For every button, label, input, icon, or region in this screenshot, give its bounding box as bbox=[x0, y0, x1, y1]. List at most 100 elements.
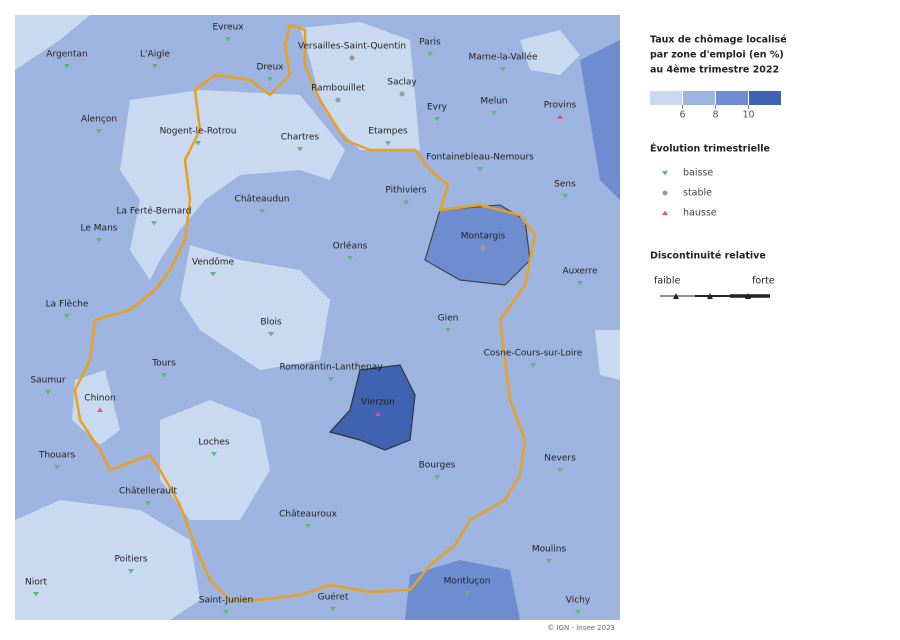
place-label: Bourges bbox=[419, 461, 456, 471]
region bbox=[300, 22, 420, 150]
legend-tick-label: 8 bbox=[712, 110, 718, 121]
trend-marker bbox=[335, 97, 341, 103]
trend-marker bbox=[145, 501, 151, 506]
place-label: Sens bbox=[554, 180, 576, 190]
trend-marker bbox=[33, 592, 39, 597]
trend-marker bbox=[259, 209, 265, 214]
trend-marker bbox=[210, 272, 216, 277]
trend-marker bbox=[662, 210, 668, 215]
trend-marker bbox=[128, 569, 134, 574]
trend-marker bbox=[375, 411, 381, 416]
place-label: Chartres bbox=[281, 133, 320, 143]
trend-marker bbox=[662, 190, 668, 196]
trend-marker bbox=[64, 64, 70, 69]
legend-label: hausse bbox=[683, 208, 717, 219]
place-label: Le Mans bbox=[81, 224, 118, 234]
place-label: La Ferté-Bernard bbox=[116, 206, 191, 217]
place-label: Melun bbox=[480, 97, 507, 107]
legend-title: au 4ème trimestre 2022 bbox=[650, 65, 779, 76]
region-boundary bbox=[73, 23, 537, 602]
place-label: Poitiers bbox=[114, 555, 147, 565]
region bbox=[180, 245, 330, 370]
legend-tick-label: 10 bbox=[742, 110, 754, 121]
region bbox=[15, 500, 200, 620]
trend-marker bbox=[223, 610, 229, 615]
discontinuity-arrow bbox=[745, 293, 751, 299]
trend-marker bbox=[557, 114, 563, 119]
trend-marker bbox=[195, 141, 201, 146]
place-label: Thouars bbox=[38, 451, 76, 461]
trend-marker bbox=[330, 607, 336, 612]
place-label: Vierzon bbox=[361, 398, 395, 408]
legend-label: forte bbox=[752, 276, 775, 287]
trend-marker bbox=[562, 194, 568, 199]
place-label: Châtellerault bbox=[119, 487, 178, 497]
region bbox=[405, 560, 520, 620]
trend-marker bbox=[477, 167, 483, 172]
place-label: Montargis bbox=[461, 232, 506, 242]
place-label: Romorantin-Lanthenay bbox=[279, 363, 383, 373]
trend-marker bbox=[161, 373, 167, 378]
trend-marker bbox=[445, 328, 451, 333]
region bbox=[328, 364, 416, 451]
trend-marker bbox=[347, 256, 353, 261]
legend: Taux de chômage localisé par zone d'empl… bbox=[650, 35, 787, 299]
place-label: Evreux bbox=[212, 23, 244, 33]
trend-marker bbox=[480, 245, 486, 251]
trend-marker bbox=[662, 171, 668, 176]
trend-marker bbox=[45, 390, 51, 395]
trend-marker bbox=[491, 111, 497, 116]
legend-swatch bbox=[749, 91, 781, 105]
place-label: Nevers bbox=[544, 454, 576, 464]
trend-marker bbox=[64, 314, 70, 319]
trend-marker bbox=[211, 452, 217, 457]
region bbox=[595, 330, 620, 380]
place-label: Evry bbox=[427, 103, 448, 113]
region bbox=[15, 15, 90, 70]
trend-marker bbox=[54, 465, 60, 470]
trend-marker bbox=[577, 281, 583, 286]
credit: © IGN - Insee 2023 bbox=[547, 624, 615, 632]
trend-marker bbox=[151, 221, 157, 226]
legend-swatch bbox=[650, 91, 682, 105]
place-label: L'Aigle bbox=[140, 50, 170, 60]
place-label: Saint-Junien bbox=[199, 596, 254, 606]
trend-marker bbox=[403, 199, 409, 205]
trend-marker bbox=[557, 468, 563, 473]
trend-marker bbox=[96, 238, 102, 243]
trend-marker bbox=[328, 377, 334, 382]
legend-label: stable bbox=[683, 188, 712, 199]
place-label: Orléans bbox=[333, 241, 368, 252]
legend-title: Évolution trimestrielle bbox=[650, 143, 770, 155]
legend-label: baisse bbox=[683, 168, 713, 179]
place-label: Cosne-Cours-sur-Loire bbox=[484, 349, 583, 359]
trend-marker bbox=[575, 610, 581, 615]
region bbox=[520, 30, 580, 75]
place-label: Argentan bbox=[46, 50, 87, 60]
trend-marker bbox=[530, 363, 536, 368]
place-label: Guéret bbox=[318, 592, 349, 603]
place-label: Auxerre bbox=[562, 267, 597, 277]
place-label: Montluçon bbox=[444, 577, 491, 587]
region bbox=[580, 40, 620, 200]
place-label: Alençon bbox=[81, 115, 117, 125]
trend-marker bbox=[268, 332, 274, 337]
place-label: Moulins bbox=[532, 545, 567, 555]
trend-marker bbox=[385, 141, 391, 146]
trend-marker bbox=[96, 129, 102, 134]
region bbox=[120, 90, 345, 280]
place-label: Vendôme bbox=[192, 257, 235, 268]
legend-title: Taux de chômage localisé bbox=[650, 35, 787, 46]
place-label: Nogent-le-Rotrou bbox=[160, 127, 237, 137]
place-label: Loches bbox=[198, 438, 230, 448]
place-label: Châteaudun bbox=[235, 195, 290, 205]
trend-marker bbox=[225, 37, 231, 42]
trend-marker bbox=[434, 117, 440, 122]
discontinuity-arrow bbox=[707, 293, 713, 299]
trend-marker bbox=[427, 52, 433, 57]
place-label: Niort bbox=[25, 578, 47, 588]
legend-swatch bbox=[716, 91, 748, 105]
legend-title: Discontinuité relative bbox=[650, 251, 766, 262]
trend-marker bbox=[305, 524, 311, 529]
